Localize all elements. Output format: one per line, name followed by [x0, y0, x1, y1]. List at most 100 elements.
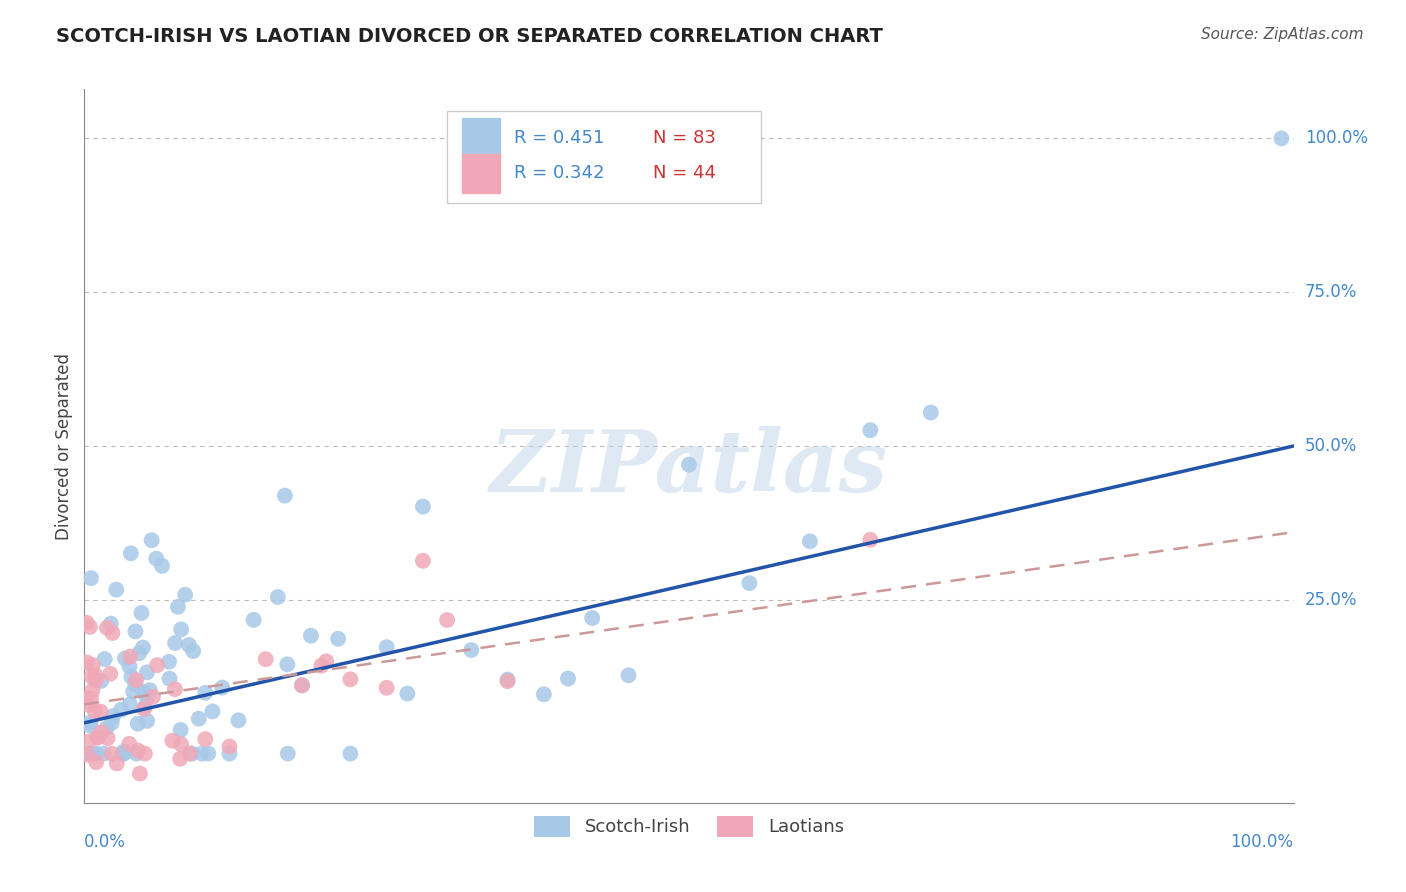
Point	[80, 571, 103, 585]
Point	[169, 752, 191, 766]
Point	[277, 747, 299, 761]
Point	[76, 747, 98, 762]
Point	[169, 723, 191, 737]
Point	[396, 687, 419, 701]
Point	[201, 705, 224, 719]
Point	[86, 731, 108, 745]
Point	[79, 719, 101, 733]
Point	[96, 721, 118, 735]
Point	[86, 730, 108, 744]
Point	[76, 615, 98, 630]
Point	[79, 747, 101, 761]
Point	[167, 599, 190, 614]
Point	[125, 747, 148, 761]
Text: 0.0%: 0.0%	[84, 833, 127, 851]
Text: 100.0%: 100.0%	[1305, 129, 1368, 147]
Point	[557, 672, 579, 686]
Point	[90, 725, 112, 739]
Point	[98, 666, 121, 681]
Point	[134, 747, 156, 761]
Point	[112, 747, 135, 761]
Point	[581, 611, 603, 625]
Point	[142, 690, 165, 704]
Point	[90, 705, 112, 719]
Point	[326, 632, 349, 646]
Point	[84, 755, 107, 769]
Point	[617, 668, 640, 682]
Point	[436, 613, 458, 627]
Point	[191, 747, 214, 761]
Point	[132, 685, 155, 699]
Text: R = 0.451: R = 0.451	[513, 128, 605, 146]
FancyBboxPatch shape	[461, 118, 501, 157]
Point	[100, 747, 122, 761]
Point	[197, 747, 219, 761]
Point	[163, 682, 186, 697]
Point	[77, 698, 100, 712]
Point	[124, 677, 146, 691]
Point	[124, 624, 146, 639]
Point	[177, 638, 200, 652]
Point	[129, 766, 152, 780]
Point	[125, 673, 148, 688]
Point	[114, 651, 136, 665]
Point	[132, 640, 155, 655]
Point	[84, 673, 107, 688]
Point	[496, 673, 519, 687]
Point	[86, 747, 108, 761]
Point	[101, 626, 124, 640]
Text: 100.0%: 100.0%	[1230, 833, 1294, 851]
Point	[254, 652, 277, 666]
Point	[412, 500, 434, 514]
Point	[118, 737, 141, 751]
Point	[460, 643, 482, 657]
Point	[799, 534, 821, 549]
Point	[131, 606, 153, 620]
Point	[315, 654, 337, 668]
Point	[82, 747, 104, 761]
Point	[134, 700, 156, 714]
Text: 50.0%: 50.0%	[1305, 437, 1357, 455]
FancyBboxPatch shape	[461, 153, 501, 193]
Point	[77, 735, 100, 749]
Point	[339, 747, 361, 761]
Point	[97, 731, 120, 745]
Point	[120, 670, 142, 684]
Point	[179, 747, 201, 761]
Point	[157, 655, 180, 669]
Point	[218, 747, 240, 761]
Point	[1270, 131, 1292, 145]
Point	[82, 658, 104, 673]
Point	[76, 656, 98, 670]
Point	[136, 665, 159, 680]
Point	[299, 629, 322, 643]
Point	[274, 489, 297, 503]
Point	[141, 533, 163, 548]
Point	[100, 616, 122, 631]
Point	[120, 546, 142, 560]
Point	[375, 640, 398, 654]
Text: ZIPatlas: ZIPatlas	[489, 425, 889, 509]
Point	[128, 646, 150, 660]
Point	[80, 669, 103, 683]
Text: N = 83: N = 83	[652, 128, 716, 146]
Text: SCOTCH-IRISH VS LAOTIAN DIVORCED OR SEPARATED CORRELATION CHART: SCOTCH-IRISH VS LAOTIAN DIVORCED OR SEPA…	[56, 27, 883, 45]
Point	[194, 686, 217, 700]
Text: N = 44: N = 44	[652, 164, 716, 182]
Point	[122, 684, 145, 698]
Point	[267, 590, 290, 604]
Point	[678, 458, 700, 472]
Point	[311, 658, 333, 673]
Point	[80, 691, 103, 706]
Point	[276, 657, 298, 672]
Point	[84, 668, 107, 682]
Point	[127, 716, 149, 731]
Point	[105, 756, 128, 771]
Point	[181, 644, 204, 658]
Point	[93, 652, 115, 666]
Point	[291, 678, 314, 692]
Point	[105, 582, 128, 597]
Point	[90, 673, 112, 688]
Point	[82, 683, 104, 698]
Text: 25.0%: 25.0%	[1305, 591, 1357, 609]
